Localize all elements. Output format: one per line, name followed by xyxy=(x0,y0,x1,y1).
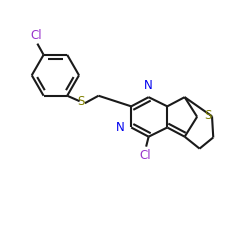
Text: S: S xyxy=(204,109,212,122)
Text: N: N xyxy=(144,79,153,92)
Text: Cl: Cl xyxy=(139,149,151,162)
Text: N: N xyxy=(116,121,125,134)
Text: S: S xyxy=(77,96,84,108)
Text: Cl: Cl xyxy=(30,29,42,42)
